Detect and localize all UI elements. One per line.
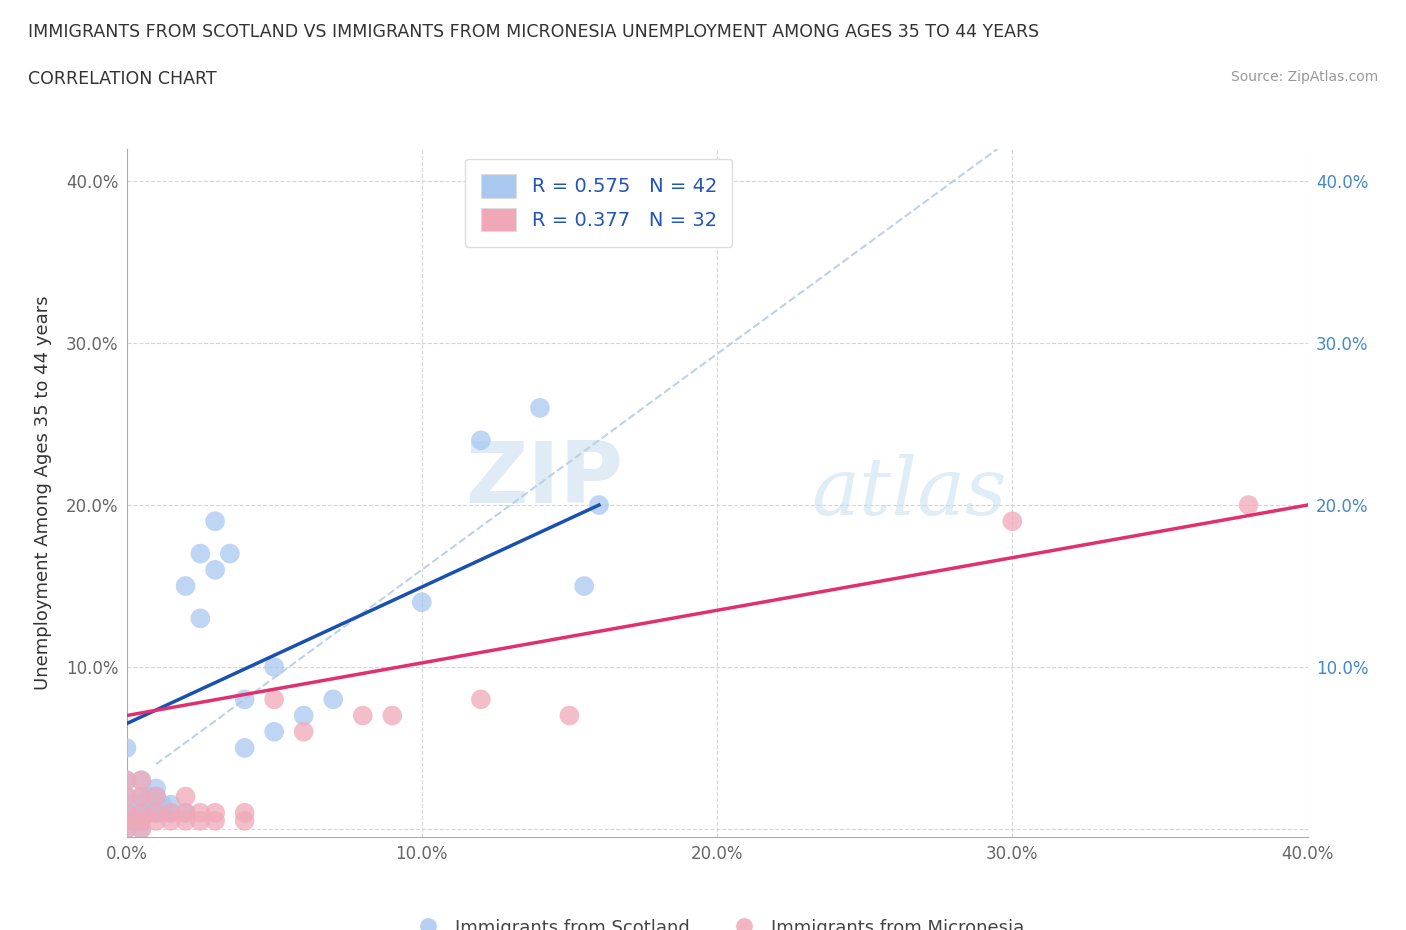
- Point: [115, 814, 138, 829]
- Point: [204, 563, 226, 578]
- Point: [115, 773, 138, 788]
- Point: [558, 708, 581, 723]
- Point: [188, 814, 211, 829]
- Point: [219, 546, 242, 561]
- Point: [150, 797, 173, 812]
- Point: [263, 692, 285, 707]
- Point: [233, 740, 256, 755]
- Point: [115, 805, 138, 820]
- Point: [145, 789, 167, 804]
- Point: [150, 805, 173, 820]
- Point: [188, 611, 211, 626]
- Point: [381, 708, 404, 723]
- Point: [139, 805, 162, 820]
- Point: [159, 805, 183, 820]
- Point: [529, 401, 551, 416]
- Point: [115, 773, 138, 788]
- Point: [129, 797, 153, 812]
- Point: [588, 498, 610, 512]
- Point: [129, 805, 153, 820]
- Point: [145, 805, 167, 820]
- Point: [174, 814, 197, 829]
- Text: CORRELATION CHART: CORRELATION CHART: [28, 70, 217, 87]
- Point: [174, 805, 197, 820]
- Point: [115, 821, 138, 836]
- Point: [263, 659, 285, 674]
- Point: [159, 805, 183, 820]
- Point: [139, 789, 162, 804]
- Text: Source: ZipAtlas.com: Source: ZipAtlas.com: [1230, 70, 1378, 84]
- Point: [115, 821, 138, 836]
- Point: [292, 724, 315, 739]
- Point: [129, 814, 153, 829]
- Point: [233, 805, 256, 820]
- Point: [129, 805, 153, 820]
- Point: [115, 789, 138, 804]
- Point: [129, 814, 153, 829]
- Point: [129, 821, 153, 836]
- Point: [411, 595, 433, 610]
- Point: [188, 805, 211, 820]
- Point: [145, 797, 167, 812]
- Point: [233, 814, 256, 829]
- Point: [129, 821, 153, 836]
- Point: [159, 797, 183, 812]
- Point: [233, 692, 256, 707]
- Text: ZIP: ZIP: [465, 438, 623, 521]
- Text: IMMIGRANTS FROM SCOTLAND VS IMMIGRANTS FROM MICRONESIA UNEMPLOYMENT AMONG AGES 3: IMMIGRANTS FROM SCOTLAND VS IMMIGRANTS F…: [28, 23, 1039, 41]
- Point: [115, 740, 138, 755]
- Point: [145, 814, 167, 829]
- Point: [352, 708, 374, 723]
- Point: [1237, 498, 1260, 512]
- Point: [470, 432, 492, 447]
- Point: [129, 789, 153, 804]
- Y-axis label: Unemployment Among Ages 35 to 44 years: Unemployment Among Ages 35 to 44 years: [34, 296, 52, 690]
- Point: [174, 578, 197, 593]
- Point: [188, 546, 211, 561]
- Point: [204, 805, 226, 820]
- Point: [322, 692, 344, 707]
- Point: [263, 724, 285, 739]
- Point: [292, 708, 315, 723]
- Point: [115, 789, 138, 804]
- Point: [115, 797, 138, 812]
- Point: [115, 814, 138, 829]
- Point: [1001, 513, 1024, 528]
- Text: atlas: atlas: [811, 454, 1007, 532]
- Point: [174, 805, 197, 820]
- Point: [145, 781, 167, 796]
- Point: [129, 773, 153, 788]
- Point: [129, 789, 153, 804]
- Point: [145, 805, 167, 820]
- Point: [174, 789, 197, 804]
- Point: [159, 814, 183, 829]
- Point: [204, 513, 226, 528]
- Point: [139, 797, 162, 812]
- Legend: Immigrants from Scotland, Immigrants from Micronesia: Immigrants from Scotland, Immigrants fro…: [402, 911, 1032, 930]
- Point: [574, 578, 596, 593]
- Point: [470, 692, 492, 707]
- Point: [129, 773, 153, 788]
- Point: [204, 814, 226, 829]
- Point: [115, 805, 138, 820]
- Point: [145, 789, 167, 804]
